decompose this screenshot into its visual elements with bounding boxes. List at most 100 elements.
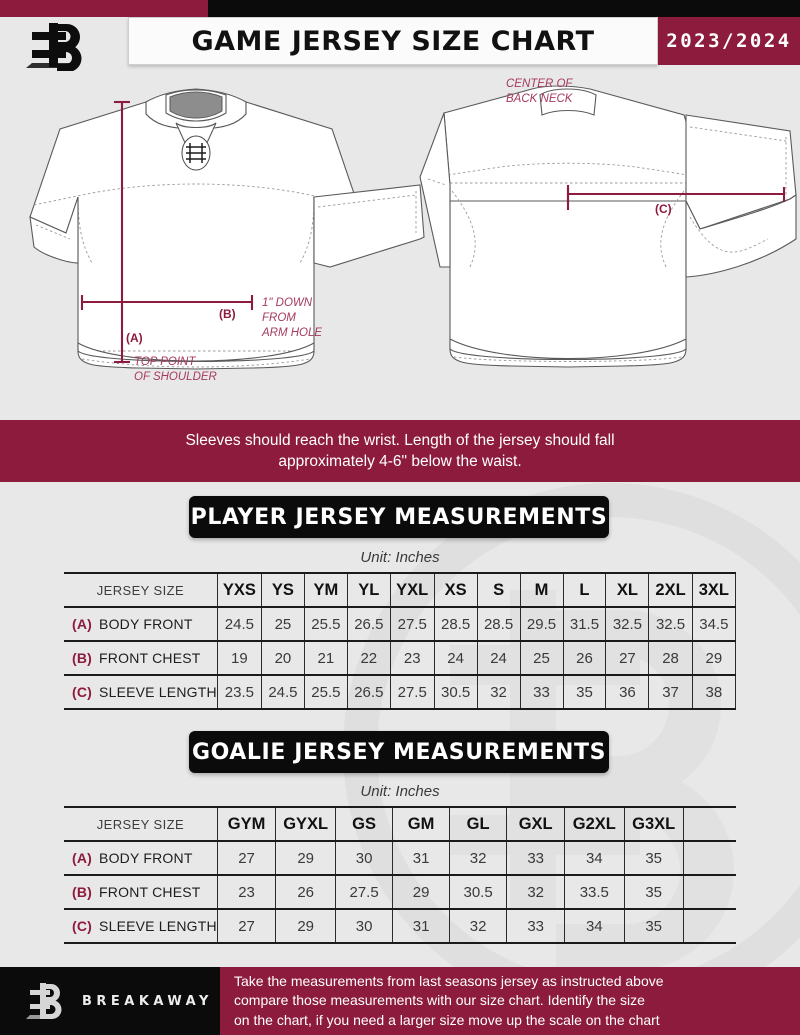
column-header-size: 2XL xyxy=(648,572,693,608)
row-label: (C) SLEEVE LENGTH xyxy=(64,674,218,710)
footer-brand: BREAKAWAY xyxy=(0,967,220,1035)
table-cell-value: 30 xyxy=(334,840,394,876)
table-header-row: JERSEY SIZE GYM GYXL GS GM GL GXL G2XL G3XL xyxy=(64,806,736,842)
table-cell-value: 30 xyxy=(334,908,394,944)
table-row: (A) BODY FRONT 24.5 25 25.5 26.5 27.5 28.5 28.5 2… xyxy=(64,606,737,642)
table-cell-value: 27.5 xyxy=(334,874,394,910)
column-header-size: YM xyxy=(303,572,348,608)
table-cell-value: 35 xyxy=(623,908,684,944)
row-marker-tag: (A) xyxy=(72,616,93,632)
column-header-size: GM xyxy=(392,806,450,842)
table-cell-value: 35 xyxy=(623,840,684,876)
annotation-b-line3: ARM HOLE xyxy=(261,327,322,339)
table-row: (C) SLEEVE LENGTH 27 29 30 31 32 33 34 35 xyxy=(64,908,736,944)
table-cell-value: 35 xyxy=(562,674,607,710)
table-cell-value: 30.5 xyxy=(433,674,478,710)
table-cell-value: 26 xyxy=(275,874,336,910)
footer-line-3: on the chart, if you need a larger size … xyxy=(234,1011,660,1028)
table-cell-value: 25 xyxy=(260,606,305,642)
marker-c-label: (C) xyxy=(655,202,672,216)
row-marker-tag: (A) xyxy=(72,850,93,866)
table-cell-empty xyxy=(682,874,736,910)
jersey-diagram: .jo { fill:#fff; stroke:#5a5a5a; stroke-… xyxy=(29,78,797,383)
table-cell-value: 19 xyxy=(216,640,262,676)
footer-brand-text: BREAKAWAY xyxy=(82,993,213,1009)
goalie-section-heading-text: GOALIE JERSEY MEASUREMENTS xyxy=(191,739,607,765)
page-title-text: GAME JERSEY SIZE CHART xyxy=(191,25,595,57)
row-marker-tag: (B) xyxy=(72,884,93,900)
goalie-unit-label: Unit: Inches xyxy=(360,783,440,800)
page-footer: BREAKAWAY Take the measurements from las… xyxy=(0,967,800,1035)
annotation-c-line2: BACK NECK xyxy=(506,93,574,105)
table-row: (A) BODY FRONT 27 29 30 31 32 33 34 35 xyxy=(64,840,736,876)
page-header: GAME JERSEY SIZE CHART 2023/2024 xyxy=(0,17,800,71)
season-badge-text: 2023/2024 xyxy=(666,30,792,52)
jersey-back-view: (C) CENTER OF BACK NECK xyxy=(419,78,797,368)
table-cell-value: 32 xyxy=(448,840,508,876)
note-line-2: approximately 4-6" below the waist. xyxy=(278,453,522,470)
column-header-size: G2XL xyxy=(564,806,625,842)
table-cell-value: 24.5 xyxy=(260,674,305,710)
table-cell-value: 26.5 xyxy=(346,674,391,710)
table-cell-value: 29 xyxy=(275,840,336,876)
row-marker-tag: (C) xyxy=(72,918,93,934)
table-cell-value: 29.5 xyxy=(519,606,564,642)
column-header-size: YXL xyxy=(389,572,435,608)
table-cell-value: 23 xyxy=(389,640,435,676)
table-cell-value: 28.5 xyxy=(476,606,521,642)
table-cell-value: 32 xyxy=(506,874,566,910)
table-cell-value: 23.5 xyxy=(216,674,262,710)
table-cell-value: 31.5 xyxy=(562,606,607,642)
table-cell-value: 24 xyxy=(433,640,478,676)
top-accent-bar-black xyxy=(208,0,800,17)
column-header-size: S xyxy=(476,572,521,608)
table-cell-value: 36 xyxy=(605,674,650,710)
footer-line-2: compare those measurements with our size… xyxy=(234,992,645,1009)
column-header-size: XS xyxy=(433,572,478,608)
column-header-size: L xyxy=(562,572,607,608)
table-cell-value: 31 xyxy=(392,908,450,944)
table-row: (B) FRONT CHEST 19 20 21 22 23 24 24 25 26 27 28 29 xyxy=(64,640,737,676)
row-label: (B) FRONT CHEST xyxy=(64,874,218,910)
table-cell-value: 22 xyxy=(346,640,391,676)
table-cell-value: 34 xyxy=(564,840,625,876)
table-cell-value: 21 xyxy=(303,640,348,676)
table-cell-value: 26 xyxy=(562,640,607,676)
column-header-size: YL xyxy=(346,572,391,608)
column-header-size: G3XL xyxy=(623,806,684,842)
player-unit-label: Unit: Inches xyxy=(360,549,440,566)
column-header-size: YXS xyxy=(216,572,262,608)
goalie-section-heading: GOALIE JERSEY MEASUREMENTS xyxy=(189,731,609,773)
table-cell-value: 25.5 xyxy=(303,674,348,710)
table-cell-value: 23 xyxy=(216,874,277,910)
row-label: (A) BODY FRONT xyxy=(64,606,218,642)
table-cell-empty xyxy=(682,908,736,944)
column-header-size: GYXL xyxy=(275,806,336,842)
table-cell-value: 24 xyxy=(476,640,521,676)
table-cell-value: 29 xyxy=(275,908,336,944)
table-cell-value: 26.5 xyxy=(346,606,391,642)
row-marker-tag: (C) xyxy=(72,684,93,700)
table-cell-value: 28.5 xyxy=(433,606,478,642)
season-badge: 2023/2024 xyxy=(658,17,800,65)
row-label: (B) FRONT CHEST xyxy=(64,640,218,676)
column-header-size: GS xyxy=(334,806,394,842)
table-cell-value: 24.5 xyxy=(216,606,262,642)
row-label: (A) BODY FRONT xyxy=(64,840,218,876)
column-header-jersey-size: JERSEY SIZE xyxy=(64,572,218,608)
table-cell-value: 27 xyxy=(216,840,277,876)
column-header-empty xyxy=(682,806,736,842)
table-cell-value: 38 xyxy=(691,674,737,710)
annotation-c-line1: CENTER OF xyxy=(506,78,573,90)
column-header-size: YS xyxy=(260,572,305,608)
table-cell-value: 27 xyxy=(216,908,277,944)
column-header-size: M xyxy=(519,572,564,608)
table-cell-value: 37 xyxy=(648,674,693,710)
annotation-b-line1: 1" DOWN xyxy=(262,297,313,309)
table-cell-value: 34.5 xyxy=(691,606,737,642)
column-header-size: GXL xyxy=(506,806,566,842)
annotation-a-line2: OF SHOULDER xyxy=(134,371,217,383)
table-cell-value: 33 xyxy=(506,908,566,944)
table-cell-value: 25 xyxy=(519,640,564,676)
